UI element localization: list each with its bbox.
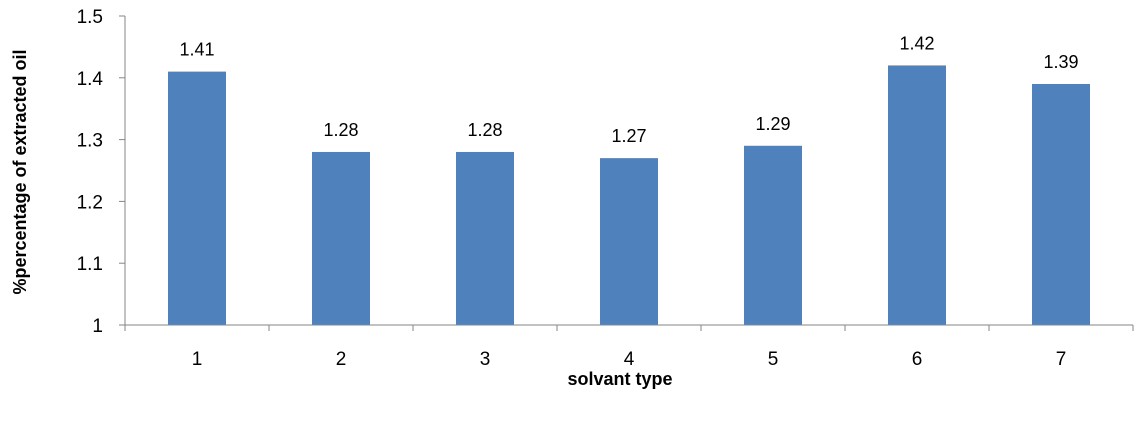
x-tick-label: 2 xyxy=(336,349,347,370)
bar-4 xyxy=(600,158,658,325)
y-axis: 1 1.1 1.2 1.3 1.4 1.5 xyxy=(77,7,126,337)
x-axis: 1 2 3 4 5 6 7 xyxy=(124,324,1134,370)
x-tick-label: 5 xyxy=(768,349,779,370)
x-tick-label: 4 xyxy=(624,349,635,370)
bar-2 xyxy=(312,151,370,325)
bar-6 xyxy=(888,65,946,325)
x-tick-label: 3 xyxy=(480,349,491,370)
bars-group xyxy=(168,65,1090,326)
y-tick-label: 1.4 xyxy=(77,69,104,90)
bar-3 xyxy=(456,151,514,325)
data-label: 1.39 xyxy=(1043,52,1078,72)
x-axis-title: solvant type xyxy=(567,369,672,389)
data-label: 1.27 xyxy=(611,126,646,146)
data-label: 1.28 xyxy=(467,120,502,140)
data-labels-group: 1.41 1.28 1.28 1.27 1.29 1.42 1.39 xyxy=(179,33,1078,146)
y-tick-label: 1.3 xyxy=(77,131,103,152)
y-tick-label: 1 xyxy=(92,316,103,337)
data-label: 1.28 xyxy=(323,120,358,140)
x-tick-label: 6 xyxy=(912,349,923,370)
data-label: 1.29 xyxy=(755,114,790,134)
data-label: 1.42 xyxy=(899,33,934,53)
bar-7 xyxy=(1032,83,1090,325)
y-tick-label: 1.1 xyxy=(77,254,103,275)
x-tick-label: 1 xyxy=(192,349,203,370)
x-tick-label: 7 xyxy=(1056,349,1067,370)
bar-5 xyxy=(744,145,802,325)
data-label: 1.41 xyxy=(179,40,214,60)
y-tick-label: 1.2 xyxy=(77,192,103,213)
y-axis-title: %percentage of extracted oil xyxy=(10,49,30,294)
y-tick-label: 1.5 xyxy=(77,7,103,28)
bar-1 xyxy=(168,71,226,326)
